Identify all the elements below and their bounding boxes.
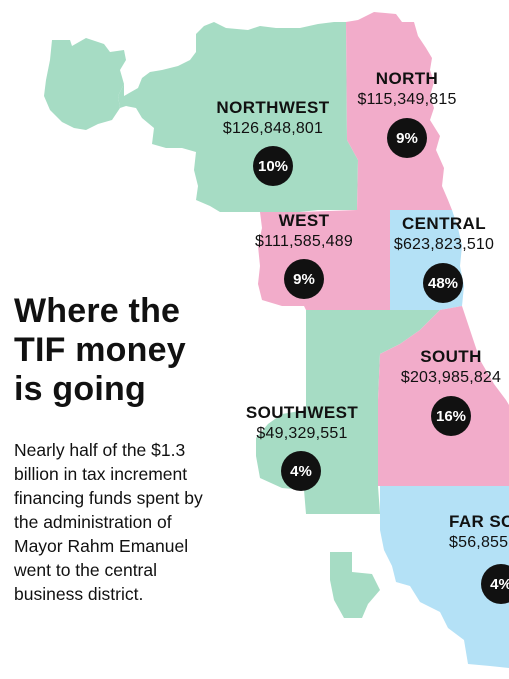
body-text: Nearly half of the $1.3 billion in tax i…: [14, 440, 203, 604]
region-amount-southwest: $49,329,551: [256, 425, 348, 442]
label-southwest: SOUTHWEST $49,329,551: [240, 403, 364, 445]
region-name-west: WEST: [278, 211, 330, 230]
percent-badge-northwest: 10%: [253, 146, 293, 186]
percent-badge-north: 9%: [387, 118, 427, 158]
label-central: CENTRAL $623,823,510: [381, 214, 507, 256]
region-northwest: [118, 22, 358, 212]
label-northwest: NORTHWEST $126,848,801: [210, 98, 336, 140]
percent-badge-far-south: 4%: [481, 564, 509, 604]
percent-badge-west: 9%: [284, 259, 324, 299]
percent-badge-south: 16%: [431, 396, 471, 436]
percent-badge-central: 48%: [423, 263, 463, 303]
region-south: [378, 306, 509, 486]
region-amount-north: $115,349,815: [357, 91, 457, 108]
label-south: SOUTH $203,985,824: [388, 347, 509, 389]
region-name-central: CENTRAL: [401, 214, 486, 233]
region-far-south-parcel: [330, 552, 380, 618]
region-amount-far-south: $56,855: [449, 534, 509, 551]
region-name-far-south: FAR SO: [449, 512, 509, 531]
region-name-north: NORTH: [375, 69, 439, 88]
region-name-south: SOUTH: [420, 347, 482, 366]
label-west: WEST $111,585,489: [243, 211, 365, 253]
region-name-northwest: NORTHWEST: [216, 98, 330, 117]
region-amount-south: $203,985,824: [400, 369, 502, 386]
region-far-south: [380, 486, 509, 668]
label-far-south-clip: FAR SO $56,855 4%: [445, 512, 509, 622]
percent-badge-southwest: 4%: [281, 451, 321, 491]
headline: Where the TIF money is going: [14, 292, 186, 408]
region-amount-northwest: $126,848,801: [222, 120, 324, 137]
label-far-south: FAR SO $56,855: [449, 512, 509, 554]
label-north: NORTH $115,349,815: [345, 69, 469, 111]
region-amount-central: $623,823,510: [393, 236, 495, 253]
region-north: [346, 12, 452, 210]
region-ohare: [44, 38, 126, 130]
region-amount-west: $111,585,489: [255, 233, 353, 250]
region-name-southwest: SOUTHWEST: [245, 403, 359, 422]
